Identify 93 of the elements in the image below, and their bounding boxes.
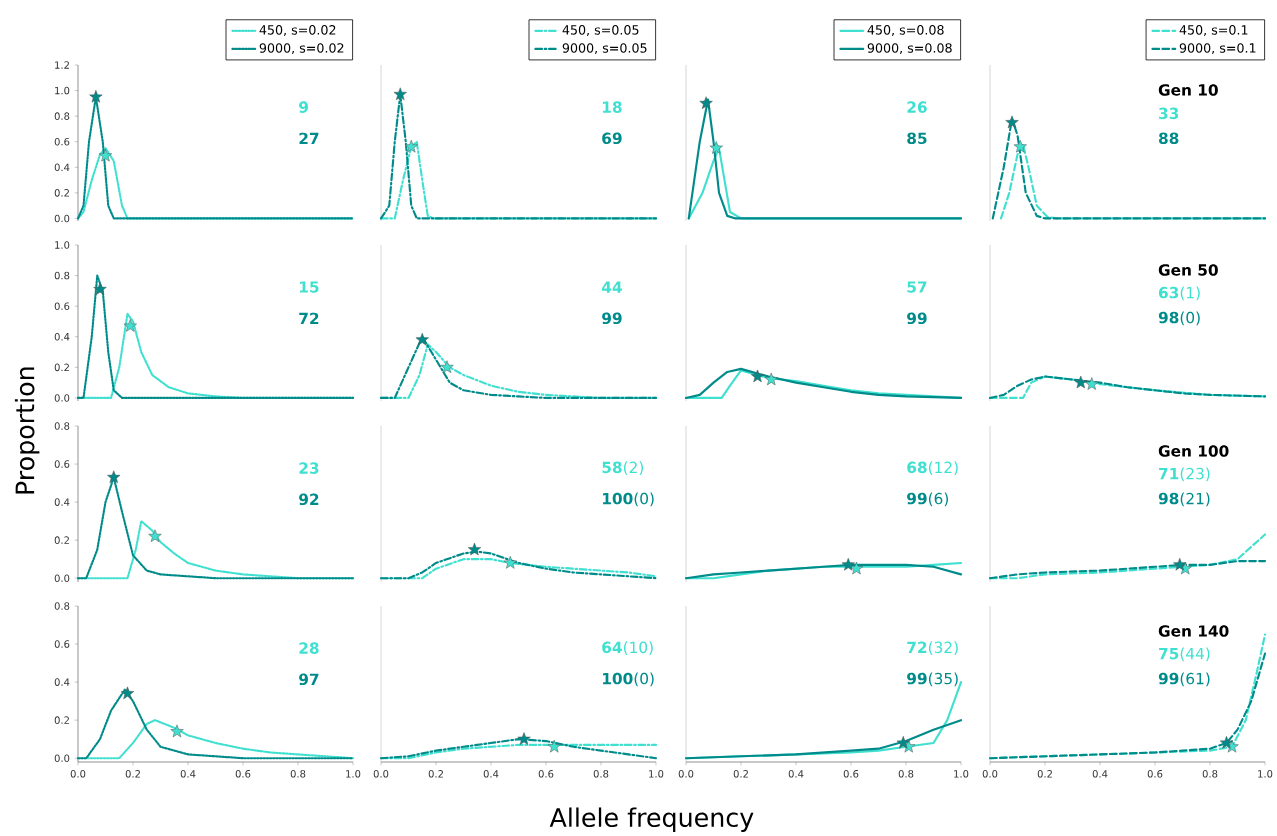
x-tick-label: 0.6 — [843, 770, 859, 778]
y-tick-label: 0.6 — [54, 460, 70, 468]
x-tick-label: 0.6 — [1147, 770, 1163, 778]
x-tick-label: 0.0 — [982, 770, 998, 778]
legend-label: 450, s=0.1 — [1179, 25, 1248, 36]
legend-label: 450, s=0.05 — [562, 25, 639, 36]
annotation: 23 — [299, 462, 319, 474]
legend-label: 9000, s=0.02 — [259, 43, 344, 55]
annotation: Gen 140 — [1158, 625, 1229, 637]
annotation: 58(2) — [602, 461, 644, 475]
x-tick-label: 0.6 — [538, 770, 554, 778]
y-tick-label: 1.2 — [55, 61, 69, 69]
x-tick-label: 0.4 — [180, 770, 196, 778]
x-tick-label: 0.8 — [898, 770, 914, 778]
annotation: 88 — [1158, 132, 1179, 145]
annotation: 97 — [299, 673, 319, 686]
x-tick-label: 0.2 — [733, 770, 748, 778]
y-axis-title: Proportion — [14, 367, 40, 494]
y-tick-label: 1.0 — [55, 241, 70, 249]
y-tick-label: 0.8 — [54, 602, 70, 610]
y-tick-label: 0.4 — [54, 332, 70, 341]
annotation: 44 — [601, 281, 622, 293]
annotation: 68(12) — [907, 461, 958, 475]
annotation: 57 — [907, 281, 927, 293]
annotation: 98(21) — [1158, 492, 1210, 507]
annotation: 9 — [299, 101, 308, 113]
y-tick-label: 0.8 — [54, 422, 70, 430]
legend-label: 9000, s=0.08 — [867, 43, 952, 55]
y-tick-label: 0.0 — [54, 754, 70, 762]
y-tick-label: 0.6 — [54, 640, 70, 648]
annotation: 72(32) — [907, 641, 958, 655]
legend-label: 9000, s=0.1 — [1179, 43, 1256, 55]
x-axis-title: Allele frequency — [549, 807, 754, 832]
annotation: 100(0) — [603, 492, 654, 507]
annotation: Gen 50 — [1158, 264, 1218, 276]
x-tick-label: 0.4 — [483, 770, 499, 778]
annotation: 27 — [299, 132, 319, 144]
annotation: 92 — [299, 493, 319, 506]
x-tick-label: 0.2 — [1037, 770, 1052, 778]
x-tick-label: 1.0 — [954, 770, 969, 778]
y-tick-label: 0.0 — [54, 574, 70, 582]
x-tick-label: 0.0 — [70, 770, 86, 778]
legend-label: 450, s=0.08 — [867, 25, 944, 36]
x-tick-label: 0.0 — [678, 770, 694, 778]
x-tick-label: 0.4 — [1092, 770, 1108, 778]
annotation: Gen 10 — [1158, 84, 1218, 96]
annotation: 28 — [299, 642, 319, 654]
y-tick-label: 1.0 — [55, 86, 70, 95]
annotation: 63(1) — [1158, 286, 1200, 301]
annotation: 100(0) — [603, 672, 654, 687]
annotation: Gen 100 — [1158, 445, 1229, 457]
legend-label: 9000, s=0.05 — [562, 43, 647, 55]
annotation: 98(0) — [1158, 311, 1200, 326]
y-tick-label: 0.2 — [54, 189, 69, 197]
y-tick-label: 0.8 — [54, 112, 70, 120]
y-tick-label: 0.2 — [54, 716, 69, 724]
annotation: 99 — [602, 312, 622, 325]
x-tick-label: 0.8 — [593, 770, 609, 778]
x-tick-label: 1.0 — [346, 770, 361, 778]
y-tick-label: 0.2 — [54, 363, 69, 372]
annotation: 72 — [299, 312, 319, 325]
annotation: 99 — [907, 312, 927, 325]
y-tick-label: 0.6 — [54, 302, 70, 310]
x-tick-label: 1.0 — [1258, 770, 1273, 778]
y-tick-label: 0.6 — [54, 137, 70, 146]
x-tick-label: 0.6 — [235, 770, 251, 778]
x-tick-label: 0.8 — [290, 770, 306, 778]
x-tick-label: 1.0 — [649, 770, 664, 778]
annotation: 71(23) — [1159, 467, 1210, 482]
annotation: 99(61) — [1158, 672, 1210, 687]
legend-label: 450, s=0.02 — [259, 25, 336, 36]
annotation: 99(35) — [907, 672, 958, 687]
y-tick-label: 0.0 — [54, 214, 70, 223]
x-tick-label: 0.2 — [125, 770, 140, 778]
annotation: 33 — [1159, 107, 1179, 120]
annotation: 75(44) — [1159, 647, 1210, 662]
y-tick-label: 0.4 — [54, 163, 70, 172]
y-tick-label: 0.8 — [54, 271, 70, 280]
annotation: 64(10) — [602, 641, 653, 655]
annotation: 99(6) — [907, 492, 949, 507]
annotation: 18 — [603, 101, 622, 113]
annotation: 85 — [907, 132, 927, 145]
x-tick-label: 0.8 — [1202, 770, 1218, 778]
x-tick-label: 0.2 — [428, 770, 443, 778]
y-tick-label: 0.4 — [54, 498, 70, 506]
annotation: 15 — [300, 281, 319, 293]
x-tick-label: 0.4 — [788, 770, 804, 778]
annotation: 69 — [602, 132, 622, 145]
x-tick-label: 0.0 — [373, 770, 389, 778]
y-tick-label: 0.4 — [54, 678, 70, 686]
annotation: 26 — [907, 101, 927, 113]
y-tick-label: 0.0 — [54, 394, 70, 402]
y-tick-label: 0.2 — [54, 536, 69, 544]
